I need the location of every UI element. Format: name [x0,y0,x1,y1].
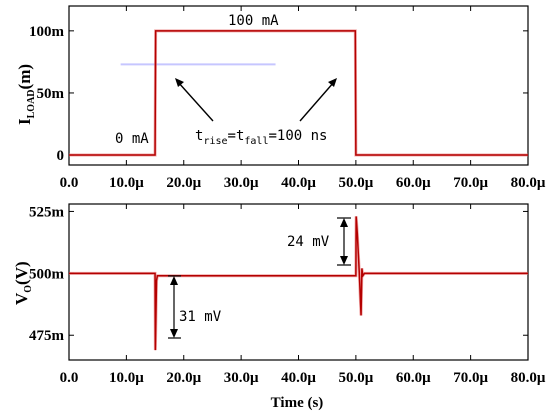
top-x-tick-label: 20.0μ [166,175,201,191]
rise-sub: rise [203,136,227,147]
bottom-x-tick-label: 0.0 [60,370,79,386]
bottom-x-tick-label: 60.0μ [396,370,431,386]
load-current-chart: 0.0 10.0μ 20.0μ 30.0μ 40.0μ 50.0μ 60.0μ 70.0μ 80… [15,5,546,191]
bottom-y-tick-label: 475m [29,328,65,344]
overshoot-dimension [337,217,351,266]
bottom-y-tick-label: 525m [29,204,65,220]
rise-arrow [175,78,214,122]
top-x-tick-label: 70.0μ [453,175,488,191]
overshoot-label: 24 mV [287,234,330,250]
bottom-x-tick-label: 20.0μ [166,370,201,386]
bottom-x-tick-label: 30.0μ [224,370,259,386]
bottom-y-label-main: V [12,292,31,305]
rise-fall-time-label: trise=tfall=100 ns [195,128,328,147]
fall-arrow [299,78,337,122]
top-x-tick-label: 30.0μ [224,175,259,191]
top-x-tick-label: 80.0μ [511,175,546,191]
top-series-line [69,30,528,156]
bottom-x-tick-label: 70.0μ [453,370,488,386]
top-y-axis: 0 50m 100m [29,24,528,164]
bottom-y-tick-label: 500m [29,266,65,282]
eq-t: =t [228,128,245,144]
bottom-y-axis: 475m 500m 525m [29,204,528,344]
top-x-tick-label: 40.0μ [281,175,316,191]
top-x-axis: 0.0 10.0μ 20.0μ 30.0μ 40.0μ 50.0μ 60.0μ 70.0μ 80… [60,6,546,191]
top-y-axis-label: ILOAD(m) [15,64,37,125]
bottom-plot-frame [68,203,529,361]
bottom-x-tick-label: 10.0μ [109,370,144,386]
undershoot-label: 31 mV [179,309,222,325]
top-x-tick-label: 0.0 [60,175,79,191]
bottom-y-label-sub: O [23,285,34,293]
top-y-label-main: I [15,118,34,125]
bottom-x-tick-label: 40.0μ [281,370,316,386]
top-x-tick-label: 50.0μ [338,175,373,191]
top-series [69,29,528,157]
bottom-x-axis: 0.0 10.0μ 20.0μ 30.0μ 40.0μ 50.0μ 60.0μ 70.0μ 80… [60,204,546,386]
bottom-y-label-tail: (V) [12,261,31,285]
top-y-label-tail: (m) [15,64,34,89]
undershoot-dimension [168,275,181,339]
high-current-label: 100 mA [228,13,279,29]
top-x-tick-label: 60.0μ [396,175,431,191]
top-x-tick-label: 10.0μ [109,175,144,191]
bottom-x-tick-label: 50.0μ [338,370,373,386]
bottom-series [69,216,528,351]
rise-t: t [195,128,203,144]
bottom-x-tick-label: 80.0μ [511,370,546,386]
top-y-tick-label: 0 [57,148,65,164]
bottom-series-line [69,216,528,351]
x-axis-label: Time (s) [271,395,324,411]
bottom-y-axis-label: VO(V) [12,261,34,305]
low-current-label: 0 mA [115,131,149,147]
top-y-label-sub: LOAD [26,89,37,118]
output-voltage-chart: 0.0 10.0μ 20.0μ 30.0μ 40.0μ 50.0μ 60.0μ 70.0μ 80… [12,203,546,411]
top-y-tick-label: 50m [37,86,65,102]
rise-fall-tail: =100 ns [268,128,327,144]
top-y-tick-label: 100m [29,24,65,40]
fall-sub: fall [244,136,268,147]
